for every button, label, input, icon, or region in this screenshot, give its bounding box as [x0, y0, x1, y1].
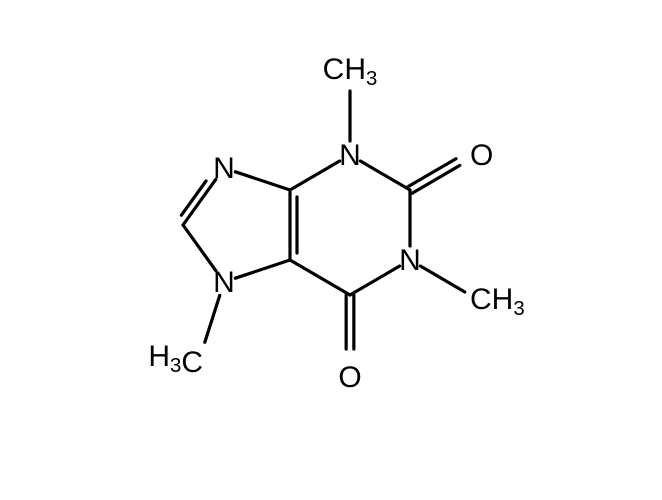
molecule-diagram: N N N N O O CH3 CH3 H3C [0, 0, 662, 500]
atom-label-o2: O [470, 139, 493, 172]
molecule-svg: N N N N O O CH3 CH3 H3C [0, 0, 662, 500]
bond [235, 260, 290, 278]
bond [290, 260, 350, 295]
bond [183, 225, 216, 271]
atom-label-n7: N [213, 152, 235, 185]
bond [420, 266, 464, 292]
atom-label-m1: CH3 [323, 53, 378, 90]
atom-label-n9: N [213, 266, 235, 299]
atom-label-m9: H3C [148, 340, 203, 379]
bond [205, 295, 220, 342]
bond [235, 172, 290, 190]
atom-label-n3: N [399, 244, 421, 277]
bond [360, 161, 410, 190]
atom-label-m3: CH3 [470, 283, 525, 320]
atom-label-o4: O [338, 361, 361, 394]
bond [290, 161, 340, 190]
atom-label-n1: N [339, 139, 361, 172]
bond [350, 266, 400, 295]
bond [183, 179, 216, 225]
